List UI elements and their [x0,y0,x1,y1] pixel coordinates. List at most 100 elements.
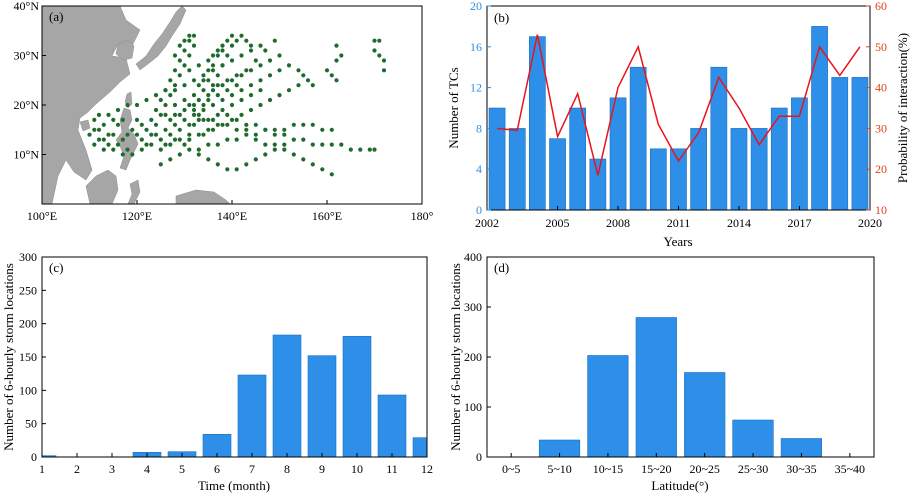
track-point [177,43,182,48]
b-xtick-label: 2020 [858,216,882,230]
track-point [168,142,173,147]
track-point [244,162,249,167]
track-point [244,38,249,43]
track-point [206,127,211,132]
panel-b-ticks: 2002 2005 2008 2011 2014 2017 2020 0 4 8 12 16 20 10 2… [470,0,887,230]
track-point [286,88,292,93]
track-point [210,63,216,68]
track-point [182,63,187,68]
c-ytick-label: 50 [25,417,37,431]
track-point [320,142,325,147]
track-point [367,147,372,152]
track-point [153,107,159,113]
track-point [134,132,140,137]
track-point [210,102,216,108]
track-point [267,73,273,78]
track-point [329,127,334,132]
year-bar [549,138,566,211]
track-point [172,122,178,127]
b-ytick-label: 16 [470,40,482,54]
track-point [196,112,201,117]
track-point [182,83,187,88]
track-point [187,53,192,58]
track-point [201,88,206,93]
track-point [225,122,230,127]
track-point [144,97,149,103]
month-bar [307,355,337,458]
track-point [291,152,296,157]
track-point [225,38,230,43]
track-point [334,43,339,48]
track-point [177,73,182,78]
track-point [372,38,377,43]
c-ytick-label: 300 [19,250,37,264]
track-point [92,142,97,147]
track-point [153,122,159,127]
latitude-bar [635,317,677,458]
track-point [201,78,206,83]
track-point [253,58,258,63]
track-point [263,152,268,157]
track-point [258,102,263,108]
b-ytick-right-label: 40 [875,81,887,95]
latitude-bar [587,355,629,458]
track-point [139,147,144,152]
track-point [253,122,258,127]
map-xtick-label: 120°E [122,209,152,223]
track-point [229,102,235,108]
land-korea [115,39,135,61]
track-point [272,127,277,132]
c-xtick-label: 12 [421,462,433,476]
panel-d-ylabel: Number of 6-hourly storm locations [448,263,463,451]
track-point [248,93,254,98]
b-xtick-label: 2011 [667,216,691,230]
track-point [244,68,249,73]
track-point [229,93,235,98]
track-point [187,38,192,43]
panel-c-ylabel: Number of 6-hourly storm locations [1,263,16,451]
d-xtick-label: 15~20 [641,462,672,476]
track-point [187,137,192,142]
d-ytick-label: 300 [464,300,482,314]
track-point [282,127,287,132]
track-point [206,58,211,63]
track-point [115,142,121,147]
track-point [234,117,239,122]
track-point [177,137,182,142]
track-point [182,38,187,43]
track-point [172,112,178,117]
track-point [144,142,149,147]
track-point [115,122,121,127]
track-point [134,102,140,108]
b-ytick-right-label: 30 [875,121,887,135]
panel-a-track-map: 100°E 120°E 140°E 160°E 180° 10°N 20°N 30°N 40°N… [14,0,434,223]
b-ytick-right-label: 10 [875,203,887,217]
panel-label-d: (d) [494,260,509,275]
track-point [305,78,311,83]
track-point [191,93,197,98]
map-xtick-label: 160°E [312,209,342,223]
d-ytick-label: 100 [464,400,482,414]
track-point [187,33,192,38]
track-point [210,68,216,73]
track-point [329,172,334,177]
track-point [263,142,268,147]
track-point [177,152,182,157]
month-bar [412,437,428,458]
track-point [225,112,230,117]
latitude-bar [684,372,726,458]
track-point [168,132,173,137]
track-point [120,137,125,142]
b-ytick-label: 12 [470,81,482,95]
map-ytick-label: 10°N [14,148,40,162]
track-point [201,117,206,122]
b-xtick-label: 2008 [606,216,630,230]
track-point [191,122,197,127]
panel-label-b: (b) [494,10,509,25]
track-point [210,88,216,93]
track-point [301,73,306,78]
track-point [187,147,192,152]
track-point [248,43,254,48]
c-xtick-label: 6 [214,462,220,476]
track-point [320,127,325,132]
